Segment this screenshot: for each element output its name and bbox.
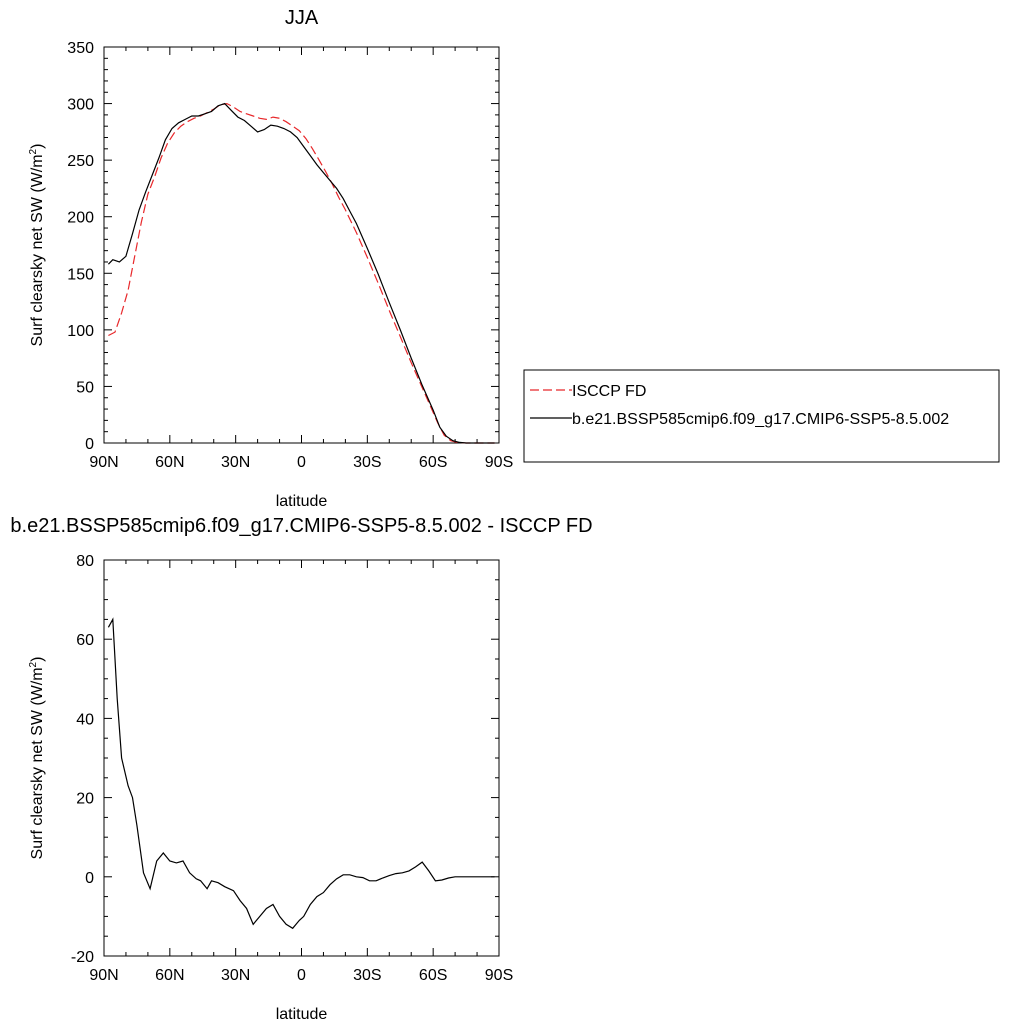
x-tick-label: 60N <box>155 454 184 471</box>
series-line-1 <box>107 102 495 444</box>
plot-frame <box>103 46 500 444</box>
legend: ISCCP FD b.e21.BSSP585cmip6.f09_g17.CMIP6… <box>523 369 1000 463</box>
y-tick-label: 20 <box>76 791 94 808</box>
x-tick-label: 30N <box>221 454 250 471</box>
y-axis-label: Surf clearsky net SW (W/m2) <box>28 657 46 860</box>
x-tick-label: 60N <box>155 967 184 984</box>
chart-title: JJA <box>285 7 319 29</box>
x-tick-label: 60S <box>419 967 447 984</box>
y-tick-label: -20 <box>71 949 94 966</box>
y-tick-label: 60 <box>76 632 94 649</box>
x-tick-label: 0 <box>297 967 306 984</box>
y-axis-label-main: Surf clearsky net SW (W/m <box>29 667 46 859</box>
series-line-0 <box>107 617 495 930</box>
y-tick-label: 250 <box>67 153 94 170</box>
legend-box <box>523 369 1000 463</box>
top-plot-panel: 90N 60N 30N 0 30S 60S 90S 0 50 100 150 200 250 300 350… <box>28 7 513 510</box>
y-tick-label: 350 <box>67 40 94 57</box>
y-tick-label: 40 <box>76 711 94 728</box>
x-axis-label: latitude <box>276 493 328 510</box>
legend-label-0: ISCCP FD <box>572 383 646 400</box>
y-axis-label-tail: ) <box>29 657 46 662</box>
y-tick-label: 0 <box>85 436 94 453</box>
y-tick-label: 100 <box>67 323 94 340</box>
y-tick-label: 50 <box>76 379 94 396</box>
y-axis-label: Surf clearsky net SW (W/m2) <box>28 144 46 347</box>
x-tick-label: 90S <box>485 967 513 984</box>
y-axis-label-sup: 2 <box>28 148 39 154</box>
bottom-plot-panel: 90N 60N 30N 0 30S 60S 90S -20 0 20 40 60 80 b.e21.BSS… <box>10 515 592 1023</box>
x-tick-label: 60S <box>419 454 447 471</box>
x-tick-label: 30S <box>353 967 381 984</box>
x-tick-label: 30N <box>221 967 250 984</box>
x-tick-label: 90S <box>485 454 513 471</box>
legend-label-1: b.e21.BSSP585cmip6.f09_g17.CMIP6-SSP5-8.… <box>572 411 949 428</box>
x-axis-label: latitude <box>276 1006 328 1023</box>
x-tick-label: 0 <box>297 454 306 471</box>
plot-frame <box>103 559 500 957</box>
y-tick-label: 0 <box>85 870 94 887</box>
y-axis-label-main: Surf clearsky net SW (W/m <box>29 154 46 346</box>
y-axis-label-tail: ) <box>29 144 46 149</box>
x-tick-label: 90N <box>89 454 118 471</box>
y-tick-label: 300 <box>67 97 94 114</box>
y-tick-label: 150 <box>67 266 94 283</box>
series-line-0 <box>108 102 495 444</box>
chart-title: b.e21.BSSP585cmip6.f09_g17.CMIP6-SSP5-8.… <box>10 515 592 537</box>
y-tick-label: 200 <box>67 210 94 227</box>
y-tick-label: 80 <box>76 553 94 570</box>
x-tick-label: 30S <box>353 454 381 471</box>
x-tick-label: 90N <box>89 967 118 984</box>
y-axis-label-sup: 2 <box>28 661 39 667</box>
